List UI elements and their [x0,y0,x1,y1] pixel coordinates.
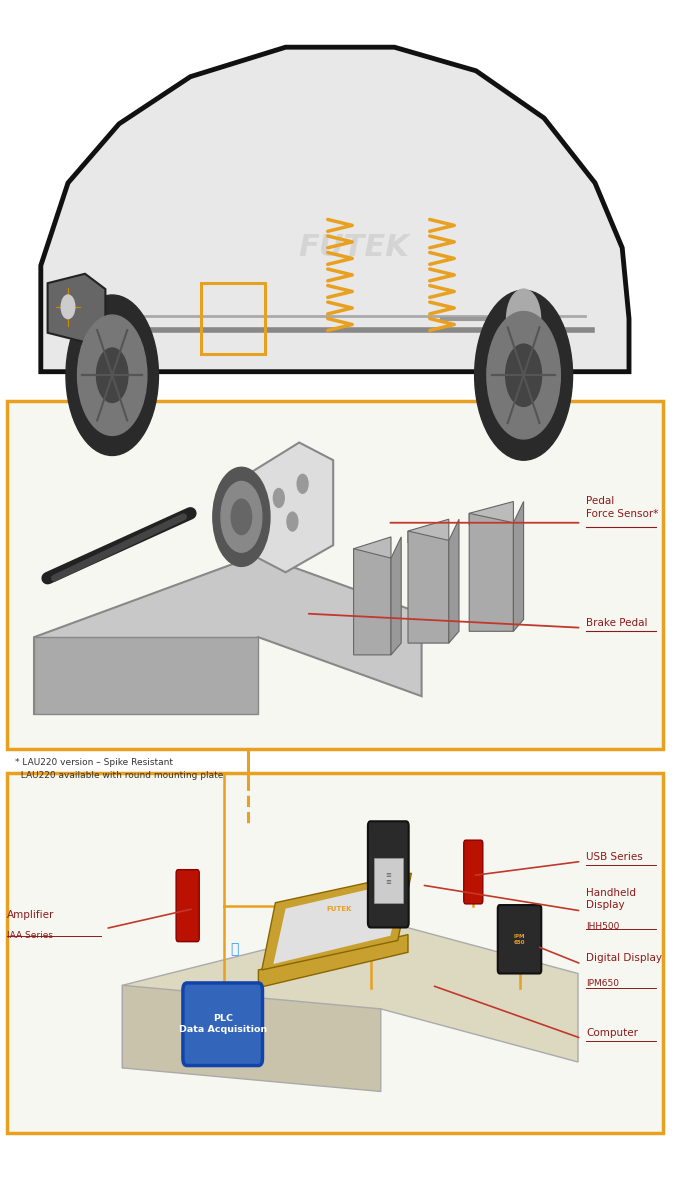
Text: * LAU220 version – Spike Resistant
  LAU220 available with round mounting plate: * LAU220 version – Spike Resistant LAU22… [15,758,223,780]
Circle shape [231,499,252,535]
Text: USB Series: USB Series [586,852,643,861]
Text: FUTEK: FUTEK [298,234,409,262]
Text: FUTEK: FUTEK [326,905,352,912]
Polygon shape [122,920,578,1068]
Circle shape [97,348,128,402]
Polygon shape [273,881,403,964]
Text: Handheld
Display: Handheld Display [586,889,636,910]
FancyBboxPatch shape [183,983,262,1066]
Polygon shape [469,502,513,525]
Bar [7,773,663,1133]
Polygon shape [34,555,422,714]
Circle shape [506,345,541,406]
Circle shape [287,512,298,531]
FancyBboxPatch shape [368,821,409,927]
Polygon shape [408,519,449,543]
Circle shape [273,489,284,507]
Circle shape [66,295,158,455]
Polygon shape [41,47,629,372]
Circle shape [507,289,541,348]
Text: Digital Display: Digital Display [586,953,662,963]
Circle shape [487,312,560,439]
Circle shape [221,481,262,552]
FancyBboxPatch shape [464,840,483,904]
Circle shape [297,474,308,493]
Polygon shape [258,935,408,988]
Polygon shape [408,531,449,643]
Text: Pedal
Force Sensor*: Pedal Force Sensor* [586,496,658,519]
Text: IPM
650: IPM 650 [514,933,525,945]
Circle shape [61,295,75,319]
Polygon shape [262,873,411,970]
Text: PLC
Data Acquisition: PLC Data Acquisition [179,1014,267,1035]
Polygon shape [469,513,513,631]
Polygon shape [391,537,401,655]
Text: IHH500: IHH500 [586,922,619,931]
FancyBboxPatch shape [176,870,199,942]
Polygon shape [354,537,391,560]
Circle shape [213,467,270,566]
Circle shape [78,315,147,435]
Polygon shape [354,549,391,655]
Text: Amplifier: Amplifier [7,910,54,919]
Text: IPM650: IPM650 [586,979,619,989]
Bar [7,401,663,749]
Polygon shape [513,502,524,631]
Polygon shape [252,442,333,572]
Polygon shape [34,637,258,714]
Polygon shape [48,274,105,342]
Text: Brake Pedal: Brake Pedal [586,618,647,628]
Bar [374,858,403,903]
Text: IAA Series: IAA Series [7,931,53,940]
Text: Computer: Computer [586,1028,638,1037]
Polygon shape [449,519,459,643]
Text: ≡
≡: ≡ ≡ [386,872,391,886]
Text: INSIGHT: INSIGHT [377,868,400,873]
Text: 💬: 💬 [231,942,239,956]
Circle shape [475,290,573,460]
Bar [201,283,265,354]
FancyBboxPatch shape [498,905,541,974]
Polygon shape [122,985,381,1092]
